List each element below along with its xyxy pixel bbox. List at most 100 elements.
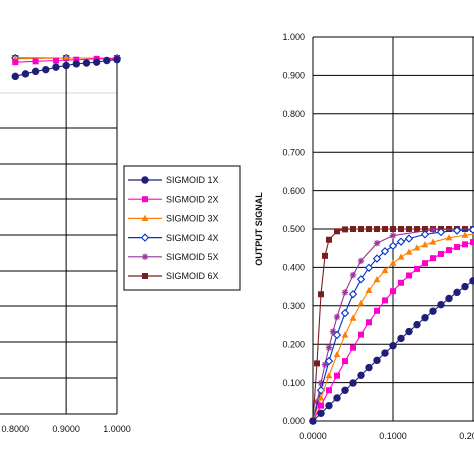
data-point <box>405 327 413 336</box>
data-point <box>390 226 396 232</box>
legend: SIGMOID 1X SIGMOID 2X SIGMOID 3X SIGMOID 4X… <box>123 165 241 291</box>
data-point <box>72 60 81 68</box>
right-y-axis-title: OUTPUT SIGNAL <box>254 192 264 266</box>
data-point <box>334 372 340 379</box>
data-point <box>421 314 429 322</box>
data-point <box>389 259 397 266</box>
right-series-group <box>308 225 474 426</box>
data-point <box>406 226 412 232</box>
data-point <box>414 226 420 232</box>
data-point <box>52 57 59 64</box>
data-point <box>358 331 364 338</box>
data-point <box>388 241 398 251</box>
right-y-tick-label: 0.300 <box>282 301 305 311</box>
data-point <box>357 257 365 265</box>
right-series-sigmoid-4x <box>308 225 474 426</box>
data-point <box>390 288 396 295</box>
data-point <box>372 254 382 263</box>
right-plot-area: 0.000 0.100 0.200 0.300 0.400 0.500 0.600 0.700… <box>254 32 474 441</box>
data-point <box>322 252 328 259</box>
data-point <box>314 360 320 367</box>
data-point <box>42 65 50 74</box>
data-point <box>420 230 430 239</box>
legend-label: SIGMOID 4X <box>166 233 219 243</box>
legend-item: SIGMOID 5X <box>128 252 219 262</box>
data-point <box>318 291 324 298</box>
data-point <box>422 226 428 232</box>
left-x-tick-label: 1.0000 <box>103 424 131 434</box>
legend-swatch-marker <box>141 253 149 260</box>
right-series-sigmoid-1x <box>309 277 474 425</box>
data-point <box>324 356 334 366</box>
data-point <box>429 238 437 245</box>
data-point <box>397 253 405 260</box>
legend-item: SIGMOID 4X <box>128 233 219 243</box>
data-point <box>445 234 453 241</box>
data-point <box>421 241 429 248</box>
data-point <box>374 307 380 314</box>
data-point <box>333 313 341 321</box>
data-point <box>325 344 333 351</box>
legend-label: SIGMOID 6X <box>166 271 219 281</box>
data-point <box>349 271 357 279</box>
data-point <box>73 56 80 63</box>
data-point <box>462 241 468 248</box>
data-point <box>373 356 381 365</box>
data-point <box>92 58 101 66</box>
right-series-sigmoid-2x <box>310 239 474 424</box>
data-point <box>389 342 397 350</box>
data-point <box>350 226 356 232</box>
data-point <box>380 247 390 256</box>
data-point <box>405 248 413 255</box>
data-point <box>436 227 446 237</box>
data-point <box>349 379 357 387</box>
data-point <box>357 371 365 380</box>
data-point <box>445 294 453 303</box>
data-point <box>356 275 366 284</box>
right-y-tick-label: 0.900 <box>282 71 305 81</box>
data-point <box>365 286 373 294</box>
data-point <box>381 349 389 357</box>
data-point <box>350 344 356 351</box>
data-point <box>364 263 374 272</box>
right-y-tick-label: 0.800 <box>282 109 305 119</box>
data-point <box>358 226 364 232</box>
data-point <box>365 363 373 372</box>
legend-label: SIGMOID 3X <box>166 214 219 224</box>
data-point <box>382 297 388 304</box>
data-point <box>317 409 325 418</box>
data-point <box>382 226 388 232</box>
data-point <box>113 55 121 64</box>
data-point <box>334 228 340 235</box>
legend-label: SIGMOID 5X <box>166 252 219 262</box>
data-point <box>454 244 460 251</box>
data-point <box>329 328 337 335</box>
data-point <box>381 266 389 274</box>
data-point <box>318 402 324 409</box>
data-point <box>82 59 91 67</box>
data-point <box>31 67 40 76</box>
data-point <box>470 239 474 246</box>
series-line <box>15 58 117 63</box>
right-series-sigmoid-5x <box>309 225 474 425</box>
data-point <box>406 272 412 279</box>
data-point <box>326 387 332 394</box>
legend-item: SIGMOID 1X <box>128 175 219 185</box>
data-point <box>341 386 349 394</box>
data-point <box>321 361 329 368</box>
data-point <box>452 226 462 235</box>
data-point <box>309 417 317 425</box>
legend-swatch-marker <box>142 196 148 203</box>
data-point <box>326 236 332 243</box>
legend-box <box>123 165 241 291</box>
legend-label: SIGMOID 1X <box>166 175 219 185</box>
data-point <box>333 350 341 358</box>
data-point <box>366 319 372 326</box>
data-point <box>342 358 348 365</box>
legend-swatch-marker <box>141 176 149 184</box>
data-point <box>422 260 428 267</box>
data-point <box>52 63 60 71</box>
series-line <box>312 228 474 422</box>
data-point <box>396 237 406 246</box>
